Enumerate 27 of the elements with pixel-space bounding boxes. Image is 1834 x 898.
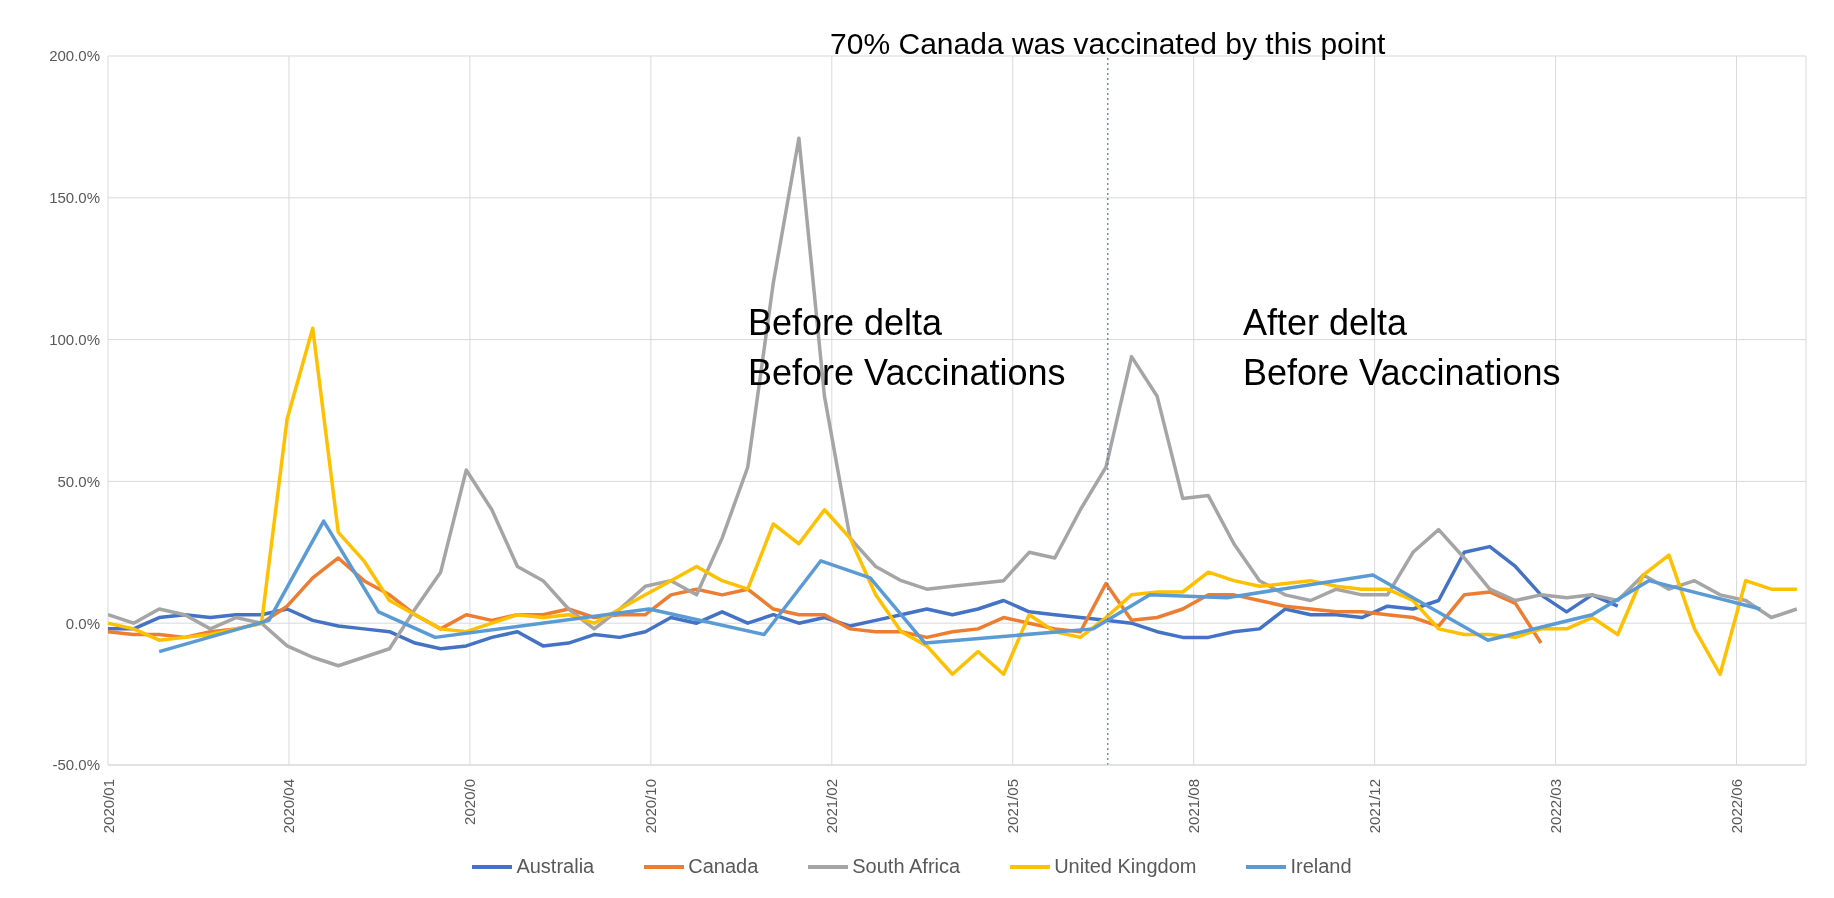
annotation: Before delta Before Vaccinations [748, 301, 1066, 395]
legend-label: Canada [688, 855, 759, 878]
legend-label: United Kingdom [1054, 855, 1197, 878]
line-series [157, 519, 1763, 654]
y-tick-label: 50.0% [57, 472, 100, 490]
x-tick-label: 2021/12 [1366, 779, 1384, 834]
y-tick-label: -50.0% [52, 756, 100, 774]
x-tick-label: 2020/01 [99, 779, 117, 834]
x-tick-label: 2020/0 [461, 779, 479, 825]
x-tick-label: 2022/03 [1547, 779, 1565, 834]
line-series [108, 544, 1620, 651]
y-tick-label: 100.0% [49, 330, 100, 348]
line-series [108, 136, 1799, 668]
ref-line-label: 70% Canada was vaccinated by this point [830, 27, 1387, 61]
x-tick-label: 2021/05 [1004, 779, 1022, 834]
legend-label: South Africa [852, 855, 961, 878]
x-tick-label: 2022/06 [1728, 779, 1746, 834]
x-tick-label: 2021/02 [823, 779, 841, 834]
legend-label: Australia [516, 855, 595, 878]
x-tick-label: 2020/10 [642, 779, 660, 834]
annotation: After delta Before Vaccinations [1243, 301, 1561, 395]
y-tick-label: 200.0% [49, 47, 100, 65]
x-tick-label: 2021/08 [1185, 779, 1203, 834]
y-tick-label: 0.0% [65, 614, 100, 632]
x-tick-label: 2020/04 [280, 779, 298, 834]
y-tick-label: 150.0% [49, 189, 100, 207]
legend-label: Ireland [1290, 855, 1352, 878]
